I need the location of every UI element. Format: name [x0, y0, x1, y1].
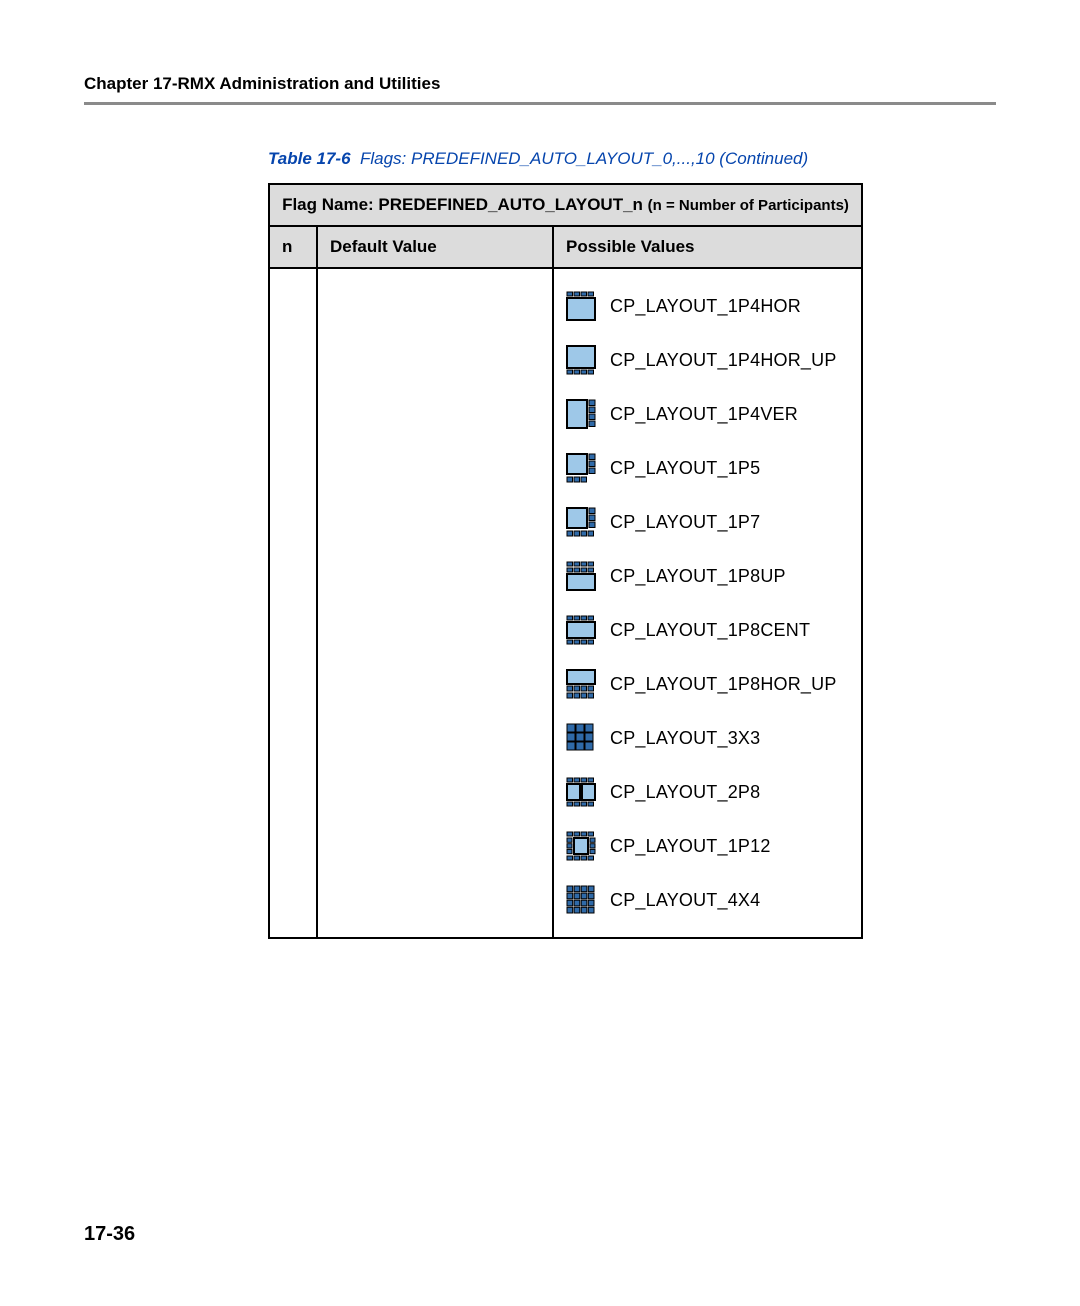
layout-icon-1p5 — [566, 453, 596, 483]
list-item: CP_LAYOUT_1P5 — [566, 441, 849, 495]
list-item: CP_LAYOUT_4X4 — [566, 873, 849, 927]
flags-table-title-rest: (n = Number of Participants) — [648, 197, 849, 214]
possible-value-label: CP_LAYOUT_1P12 — [610, 836, 771, 857]
cell-possible: CP_LAYOUT_1P4HOR CP_LAYOUT_1P4HOR_UP CP_LA… — [553, 268, 862, 938]
possible-value-label: CP_LAYOUT_1P8UP — [610, 566, 786, 587]
flags-table-title: Flag Name: PREDEFINED_AUTO_LAYOUT_n (n =… — [269, 184, 862, 226]
list-item: CP_LAYOUT_1P8UP — [566, 549, 849, 603]
list-item: CP_LAYOUT_1P12 — [566, 819, 849, 873]
list-item: CP_LAYOUT_1P4VER — [566, 387, 849, 441]
list-item: CP_LAYOUT_1P4HOR — [566, 279, 849, 333]
layout-icon-1p8cent — [566, 615, 596, 645]
layout-icon-3x3 — [566, 723, 596, 753]
possible-value-label: CP_LAYOUT_1P5 — [610, 458, 760, 479]
layout-icon-1p4hor_up — [566, 345, 596, 375]
layout-icon-2p8 — [566, 777, 596, 807]
col-possible-header: Possible Values — [553, 226, 862, 268]
list-item: CP_LAYOUT_1P4HOR_UP — [566, 333, 849, 387]
flags-table: Flag Name: PREDEFINED_AUTO_LAYOUT_n (n =… — [268, 183, 863, 939]
possible-value-label: CP_LAYOUT_1P4HOR_UP — [610, 350, 837, 371]
table-caption-label: Table 17-6 — [268, 149, 351, 168]
layout-icon-4x4 — [566, 885, 596, 915]
possible-value-label: CP_LAYOUT_3X3 — [610, 728, 760, 749]
layout-icon-1p7 — [566, 507, 596, 537]
table-caption: Table 17-6 Flags: PREDEFINED_AUTO_LAYOUT… — [268, 149, 996, 169]
chapter-header: Chapter 17-RMX Administration and Utilit… — [84, 74, 996, 94]
layout-icon-1p4ver — [566, 399, 596, 429]
cell-default — [317, 268, 553, 938]
col-n-header: n — [269, 226, 317, 268]
list-item: CP_LAYOUT_1P7 — [566, 495, 849, 549]
page-number: 17-36 — [84, 1223, 135, 1246]
table-caption-text: Flags: PREDEFINED_AUTO_LAYOUT_0,...,10 (… — [360, 149, 808, 168]
possible-value-label: CP_LAYOUT_2P8 — [610, 782, 760, 803]
layout-icon-1p12 — [566, 831, 596, 861]
possible-values-list: CP_LAYOUT_1P4HOR CP_LAYOUT_1P4HOR_UP CP_LA… — [566, 279, 849, 927]
header-rule — [84, 102, 996, 105]
possible-value-label: CP_LAYOUT_1P8HOR_UP — [610, 674, 837, 695]
flags-table-title-strong: Flag Name: PREDEFINED_AUTO_LAYOUT_n — [282, 195, 648, 214]
layout-icon-1p4hor — [566, 291, 596, 321]
possible-value-label: CP_LAYOUT_1P4HOR — [610, 296, 801, 317]
possible-value-label: CP_LAYOUT_1P8CENT — [610, 620, 810, 641]
list-item: CP_LAYOUT_3X3 — [566, 711, 849, 765]
cell-n — [269, 268, 317, 938]
table-row: CP_LAYOUT_1P4HOR CP_LAYOUT_1P4HOR_UP CP_LA… — [269, 268, 862, 938]
possible-value-label: CP_LAYOUT_4X4 — [610, 890, 760, 911]
layout-icon-1p8hor_up — [566, 669, 596, 699]
possible-value-label: CP_LAYOUT_1P4VER — [610, 404, 798, 425]
layout-icon-1p8up — [566, 561, 596, 591]
possible-value-label: CP_LAYOUT_1P7 — [610, 512, 760, 533]
list-item: CP_LAYOUT_1P8HOR_UP — [566, 657, 849, 711]
list-item: CP_LAYOUT_1P8CENT — [566, 603, 849, 657]
list-item: CP_LAYOUT_2P8 — [566, 765, 849, 819]
col-default-header: Default Value — [317, 226, 553, 268]
